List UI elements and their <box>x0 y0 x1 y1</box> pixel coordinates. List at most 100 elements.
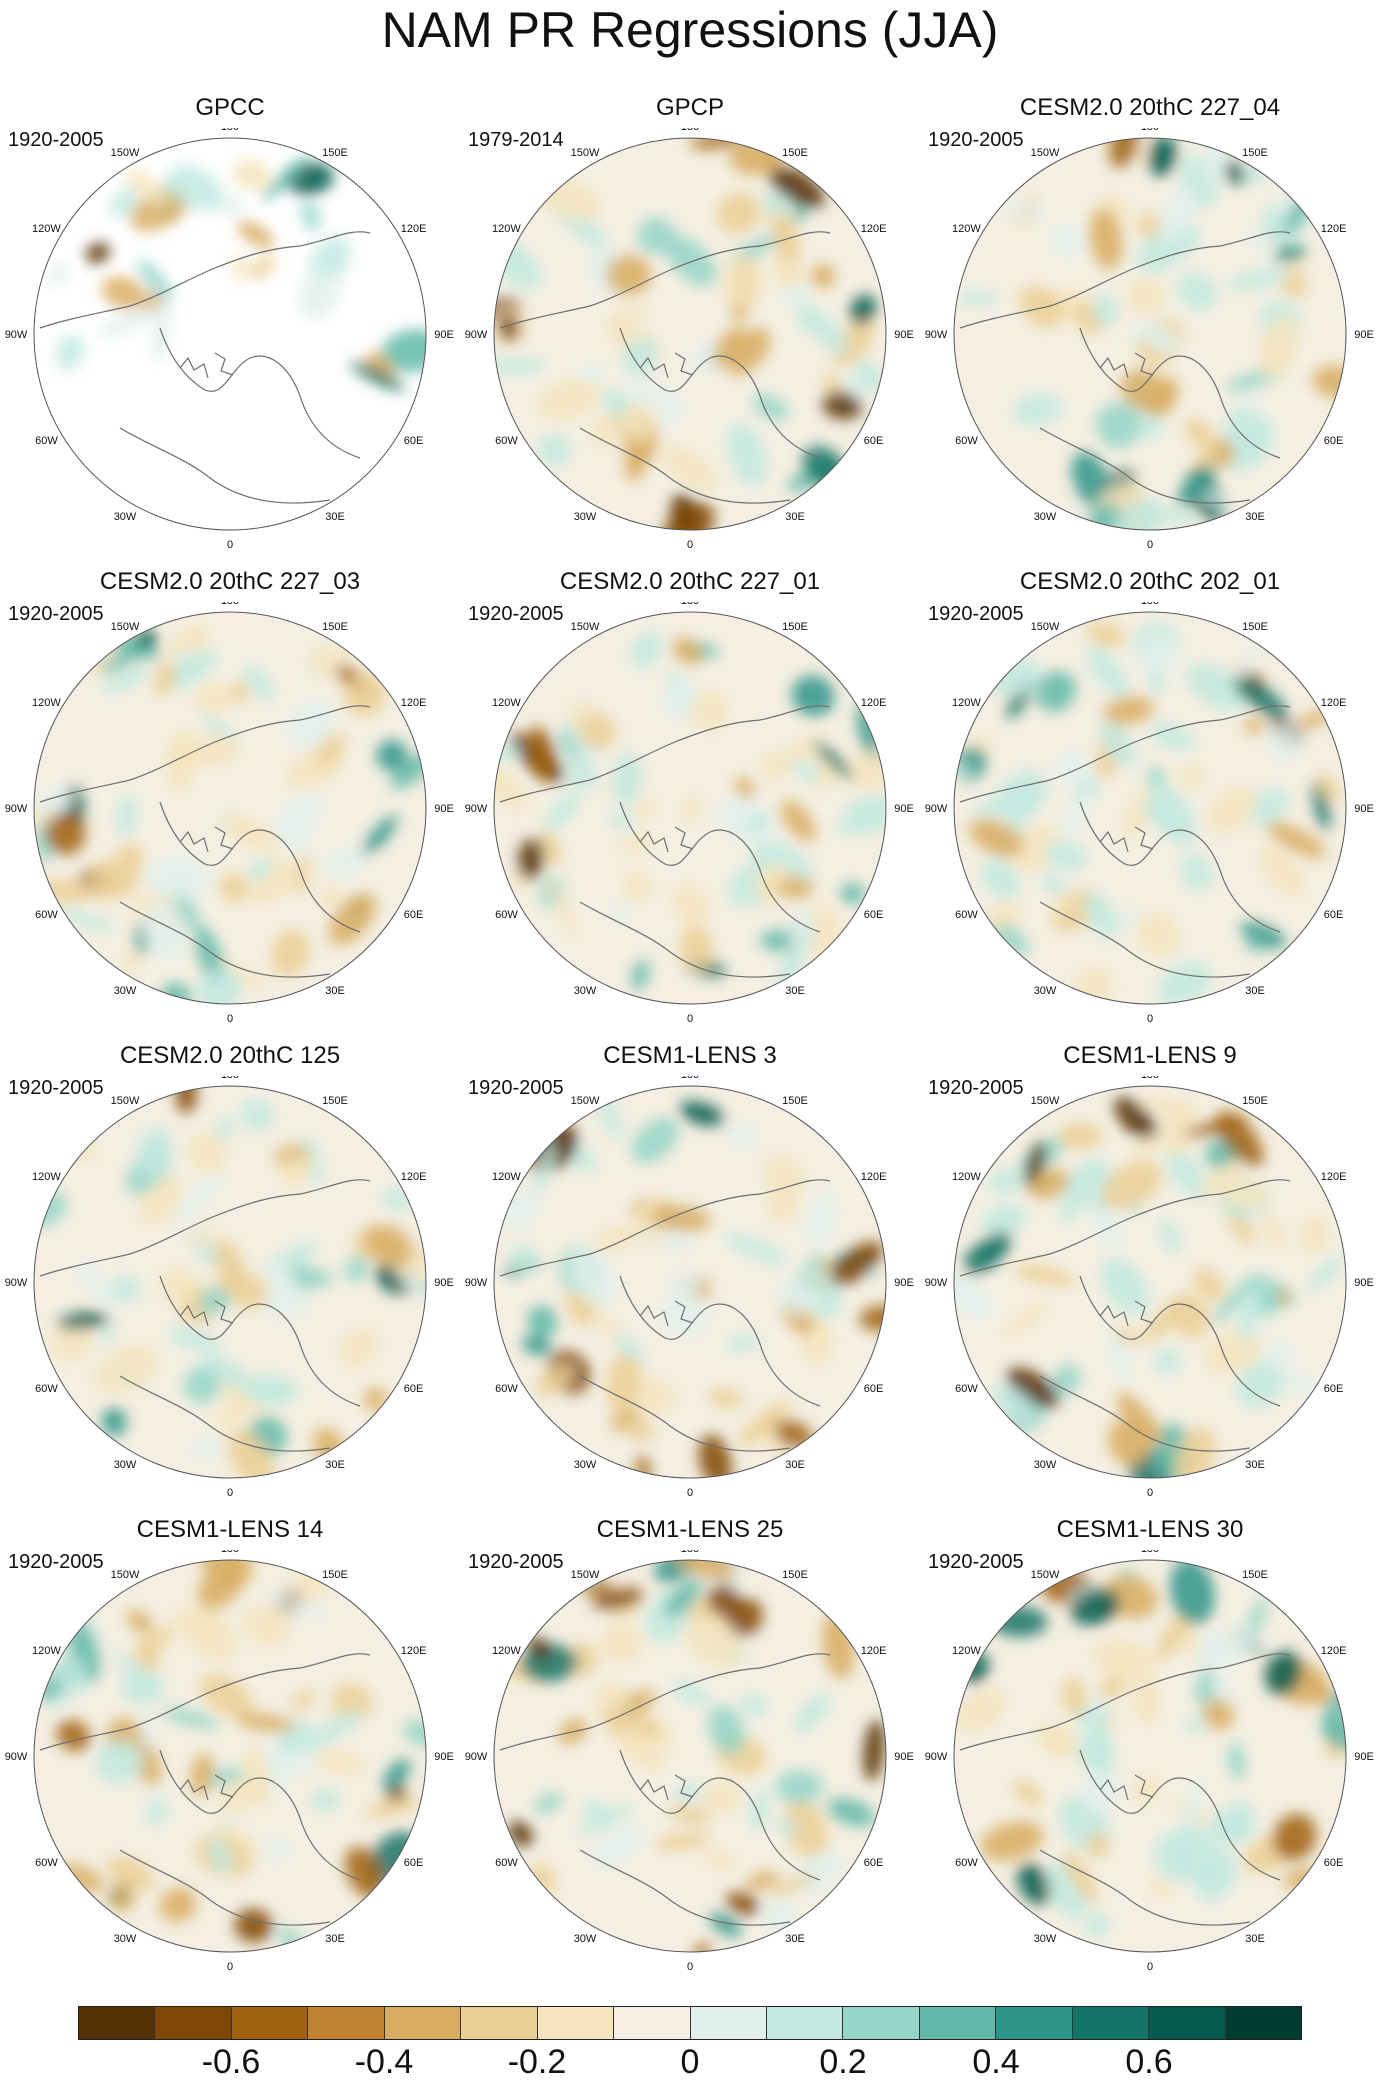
longitude-label: 60W <box>955 1383 978 1395</box>
colorbar-swatch <box>690 2007 767 2039</box>
longitude-label: 120W <box>492 1645 521 1657</box>
longitude-label: 120E <box>401 223 427 235</box>
map-panel: GPCP 1979-2014 180 150E 120E 90E 60E 30E 0 30W 60W… <box>460 94 920 568</box>
coastline <box>499 1653 831 1926</box>
regression-field <box>501 1086 886 1478</box>
coastline <box>499 231 831 504</box>
longitude-label: 150E <box>322 1569 348 1581</box>
map-border <box>33 137 427 531</box>
panel-period: 1920-2005 <box>8 1551 104 1573</box>
longitude-label: 150W <box>1031 1095 1060 1107</box>
longitude-label: 150E <box>1242 1095 1268 1107</box>
panel-title: CESM1-LENS 25 <box>596 1516 784 1543</box>
longitude-label: 30E <box>1245 985 1265 997</box>
longitude-label: 60E <box>864 1857 884 1869</box>
longitude-label: 90W <box>5 1751 28 1763</box>
longitude-label: 150W <box>571 621 600 633</box>
regression-field <box>36 1560 426 1952</box>
panel-period: 1979-2014 <box>468 129 564 151</box>
longitude-label: 30W <box>1034 511 1057 523</box>
longitude-label: 90W <box>5 803 28 815</box>
longitude-label: 180 <box>1141 1076 1159 1081</box>
panel-title: CESM1-LENS 14 <box>136 1516 324 1543</box>
panel-title: GPCP <box>655 94 724 121</box>
longitude-label: 150E <box>782 1095 808 1107</box>
longitude-label: 150E <box>1242 147 1268 159</box>
longitude-label: 0 <box>1147 539 1153 551</box>
map-border <box>33 1085 427 1479</box>
regression-field <box>954 1097 1343 1478</box>
panel-period: 1920-2005 <box>8 603 104 625</box>
coastline <box>39 705 371 978</box>
longitude-label: 30W <box>574 1933 597 1945</box>
longitude-label: 60W <box>35 909 58 921</box>
longitude-label: 150E <box>322 621 348 633</box>
regression-field <box>34 1086 426 1478</box>
colorbar-tick-label: -0.6 <box>201 2043 261 2081</box>
longitude-label: 150W <box>111 1095 140 1107</box>
longitude-label: 30E <box>325 985 345 997</box>
longitude-label: 180 <box>681 128 699 133</box>
longitude-label: 60W <box>955 909 978 921</box>
colorbar-tick-label: -0.4 <box>354 2043 414 2081</box>
panel-title: CESM1-LENS 9 <box>1063 1042 1237 1069</box>
longitude-label: 180 <box>221 128 239 133</box>
polar-map: 180 150E 120E 90E 60E 30E 0 30W 60W 90W 120W 150W <box>5 1550 454 1973</box>
panel-title: CESM2.0 20thC 227_03 <box>99 568 361 595</box>
colorbar-swatch <box>231 2007 309 2039</box>
longitude-label: 30E <box>785 985 805 997</box>
longitude-label: 120W <box>32 1171 61 1183</box>
figure-title: NAM PR Regressions (JJA) <box>381 2 999 58</box>
colorbar-swatch <box>614 2007 691 2039</box>
longitude-label: 150E <box>782 147 808 159</box>
longitude-label: 60W <box>955 1857 978 1869</box>
map-panel: CESM1-LENS 9 1920-2005 180 150E 120E 90E 60E 30… <box>920 1042 1380 1516</box>
regression-field <box>494 632 886 992</box>
longitude-label: 0 <box>687 1487 693 1499</box>
panel-period: 1920-2005 <box>8 1077 104 1099</box>
regression-field <box>495 1560 885 1952</box>
longitude-label: 60W <box>955 435 978 447</box>
longitude-label: 180 <box>1141 128 1159 133</box>
regression-field <box>956 138 1346 530</box>
panel-period: 1920-2005 <box>8 129 104 151</box>
colorbar-swatch <box>766 2007 844 2039</box>
colorbar-swatch <box>1149 2007 1226 2039</box>
longitude-label: 60E <box>1324 435 1344 447</box>
longitude-label: 30E <box>1245 511 1265 523</box>
longitude-label: 150E <box>322 147 348 159</box>
longitude-label: 30E <box>785 511 805 523</box>
longitude-label: 0 <box>227 1487 233 1499</box>
map-border <box>493 137 887 531</box>
longitude-label: 60W <box>495 435 518 447</box>
longitude-label: 90E <box>1354 1751 1374 1763</box>
longitude-label: 90W <box>465 1277 488 1289</box>
longitude-label: 120E <box>1321 1645 1347 1657</box>
map-border <box>493 1085 887 1479</box>
longitude-label: 60W <box>35 435 58 447</box>
longitude-label: 0 <box>227 1961 233 1973</box>
longitude-label: 60W <box>495 1857 518 1869</box>
polar-map: 180 150E 120E 90E 60E 30E 0 30W 60W 90W 120W 150W <box>925 602 1374 1025</box>
longitude-label: 30E <box>325 511 345 523</box>
longitude-label: 90W <box>925 1277 948 1289</box>
polar-map: 180 150E 120E 90E 60E 30E 0 30W 60W 90W 120W 150W <box>465 1550 914 1973</box>
longitude-label: 90E <box>434 1277 454 1289</box>
longitude-label: 0 <box>227 1013 233 1025</box>
coastline <box>39 1653 371 1926</box>
longitude-label: 90E <box>434 329 454 341</box>
polar-map: 180 150E 120E 90E 60E 30E 0 30W 60W 90W 120W 150W <box>925 1076 1374 1499</box>
regression-field <box>954 621 1342 1004</box>
longitude-label: 0 <box>1147 1961 1153 1973</box>
longitude-label: 120W <box>952 223 981 235</box>
longitude-label: 90W <box>925 1751 948 1763</box>
longitude-label: 150W <box>111 147 140 159</box>
longitude-label: 30W <box>1034 1459 1057 1471</box>
longitude-label: 180 <box>221 602 239 607</box>
longitude-label: 180 <box>221 1076 239 1081</box>
colorbar-swatch <box>384 2007 462 2039</box>
longitude-label: 120W <box>492 1171 521 1183</box>
longitude-label: 120W <box>32 223 61 235</box>
longitude-label: 90E <box>894 1751 914 1763</box>
longitude-label: 90E <box>894 803 914 815</box>
